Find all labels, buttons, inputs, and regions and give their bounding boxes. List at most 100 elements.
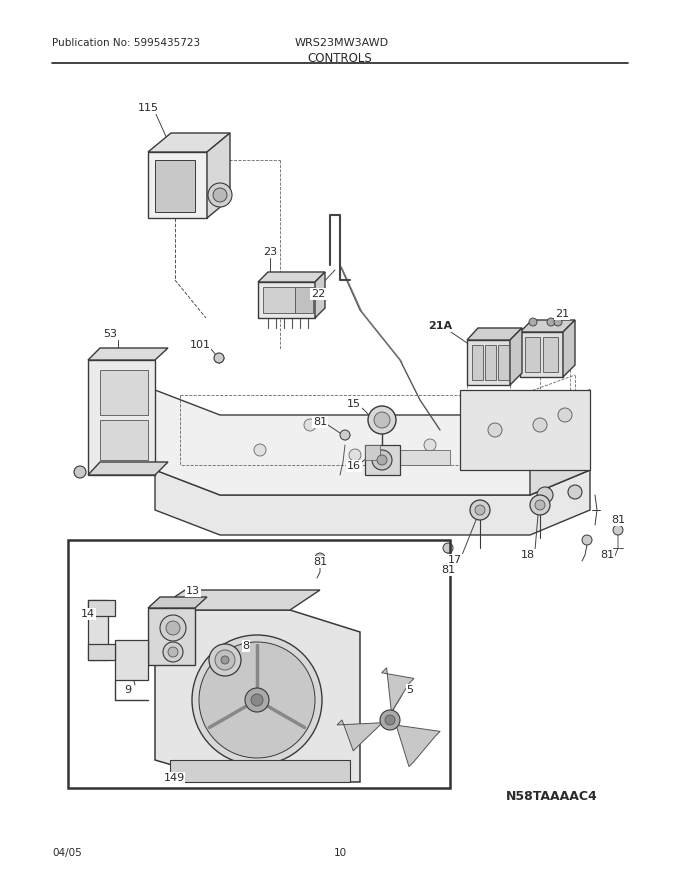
Polygon shape <box>155 470 590 535</box>
Polygon shape <box>100 420 148 460</box>
Text: 81: 81 <box>611 515 625 525</box>
Polygon shape <box>148 152 207 218</box>
Polygon shape <box>395 450 450 465</box>
Polygon shape <box>88 462 168 475</box>
Polygon shape <box>510 328 522 385</box>
Polygon shape <box>563 320 575 377</box>
Polygon shape <box>100 370 148 415</box>
Polygon shape <box>88 360 155 475</box>
Text: 22: 22 <box>311 289 325 299</box>
Text: 81: 81 <box>600 550 614 560</box>
Text: 81: 81 <box>313 557 327 567</box>
Circle shape <box>213 188 227 202</box>
Circle shape <box>475 505 485 515</box>
Circle shape <box>304 419 316 431</box>
Polygon shape <box>525 337 540 372</box>
Circle shape <box>192 635 322 765</box>
Circle shape <box>368 406 396 434</box>
Polygon shape <box>263 287 295 313</box>
Polygon shape <box>337 720 382 751</box>
Polygon shape <box>155 590 320 610</box>
Circle shape <box>251 694 263 706</box>
Text: 14: 14 <box>81 609 95 619</box>
Text: 53: 53 <box>103 329 117 339</box>
Polygon shape <box>396 725 440 766</box>
Text: 16: 16 <box>347 461 361 471</box>
Circle shape <box>315 553 325 563</box>
Circle shape <box>221 656 229 664</box>
Polygon shape <box>148 133 230 152</box>
Text: 101: 101 <box>190 340 211 350</box>
Polygon shape <box>460 390 590 470</box>
Circle shape <box>547 318 555 326</box>
Text: 04/05: 04/05 <box>52 848 82 858</box>
Text: 149: 149 <box>163 773 185 783</box>
Circle shape <box>554 318 562 326</box>
Polygon shape <box>155 390 590 495</box>
Circle shape <box>377 455 387 465</box>
Polygon shape <box>365 445 400 475</box>
Text: N58TAAAAC4: N58TAAAAC4 <box>506 790 598 803</box>
Polygon shape <box>88 600 115 616</box>
Polygon shape <box>88 348 168 360</box>
Polygon shape <box>498 345 509 380</box>
Text: 10: 10 <box>333 848 347 858</box>
Text: 18: 18 <box>521 550 535 560</box>
Text: 23: 23 <box>263 247 277 257</box>
Polygon shape <box>530 390 590 495</box>
Polygon shape <box>88 644 115 660</box>
Circle shape <box>613 525 623 535</box>
Polygon shape <box>467 340 510 385</box>
Text: 15: 15 <box>347 399 361 409</box>
Circle shape <box>537 487 553 503</box>
Circle shape <box>166 621 180 635</box>
Circle shape <box>535 500 545 510</box>
Text: 13: 13 <box>186 586 200 596</box>
Circle shape <box>340 430 350 440</box>
Polygon shape <box>148 597 207 608</box>
Polygon shape <box>155 160 195 212</box>
Polygon shape <box>207 133 230 218</box>
Circle shape <box>530 495 550 515</box>
Polygon shape <box>155 610 360 782</box>
Circle shape <box>349 449 361 461</box>
Text: 81: 81 <box>313 417 327 427</box>
Polygon shape <box>258 272 325 282</box>
Circle shape <box>380 710 400 730</box>
Circle shape <box>385 715 395 725</box>
Circle shape <box>488 423 502 437</box>
Polygon shape <box>258 282 315 318</box>
Circle shape <box>168 647 178 657</box>
Polygon shape <box>543 337 558 372</box>
Polygon shape <box>115 640 148 680</box>
Circle shape <box>582 535 592 545</box>
Circle shape <box>424 439 436 451</box>
Text: 115: 115 <box>137 103 158 113</box>
Text: WRS23MW3AWD: WRS23MW3AWD <box>295 38 389 48</box>
Text: 9: 9 <box>124 685 131 695</box>
Circle shape <box>533 418 547 432</box>
Text: 5: 5 <box>407 685 413 695</box>
Polygon shape <box>520 320 575 332</box>
Circle shape <box>215 650 235 670</box>
Polygon shape <box>467 328 522 340</box>
Circle shape <box>372 450 392 470</box>
Circle shape <box>374 412 390 428</box>
Polygon shape <box>472 345 483 380</box>
Circle shape <box>74 466 86 478</box>
Text: 21: 21 <box>555 309 569 319</box>
Circle shape <box>209 644 241 676</box>
Text: 81: 81 <box>441 565 455 575</box>
Polygon shape <box>170 760 350 782</box>
Polygon shape <box>148 608 195 665</box>
Polygon shape <box>381 668 414 712</box>
Circle shape <box>199 642 315 758</box>
Circle shape <box>214 353 224 363</box>
Circle shape <box>558 408 572 422</box>
Text: 21A: 21A <box>428 321 452 331</box>
Circle shape <box>208 183 232 207</box>
Circle shape <box>443 543 453 553</box>
Polygon shape <box>315 272 325 318</box>
Text: 8: 8 <box>243 641 250 651</box>
Polygon shape <box>520 332 563 377</box>
